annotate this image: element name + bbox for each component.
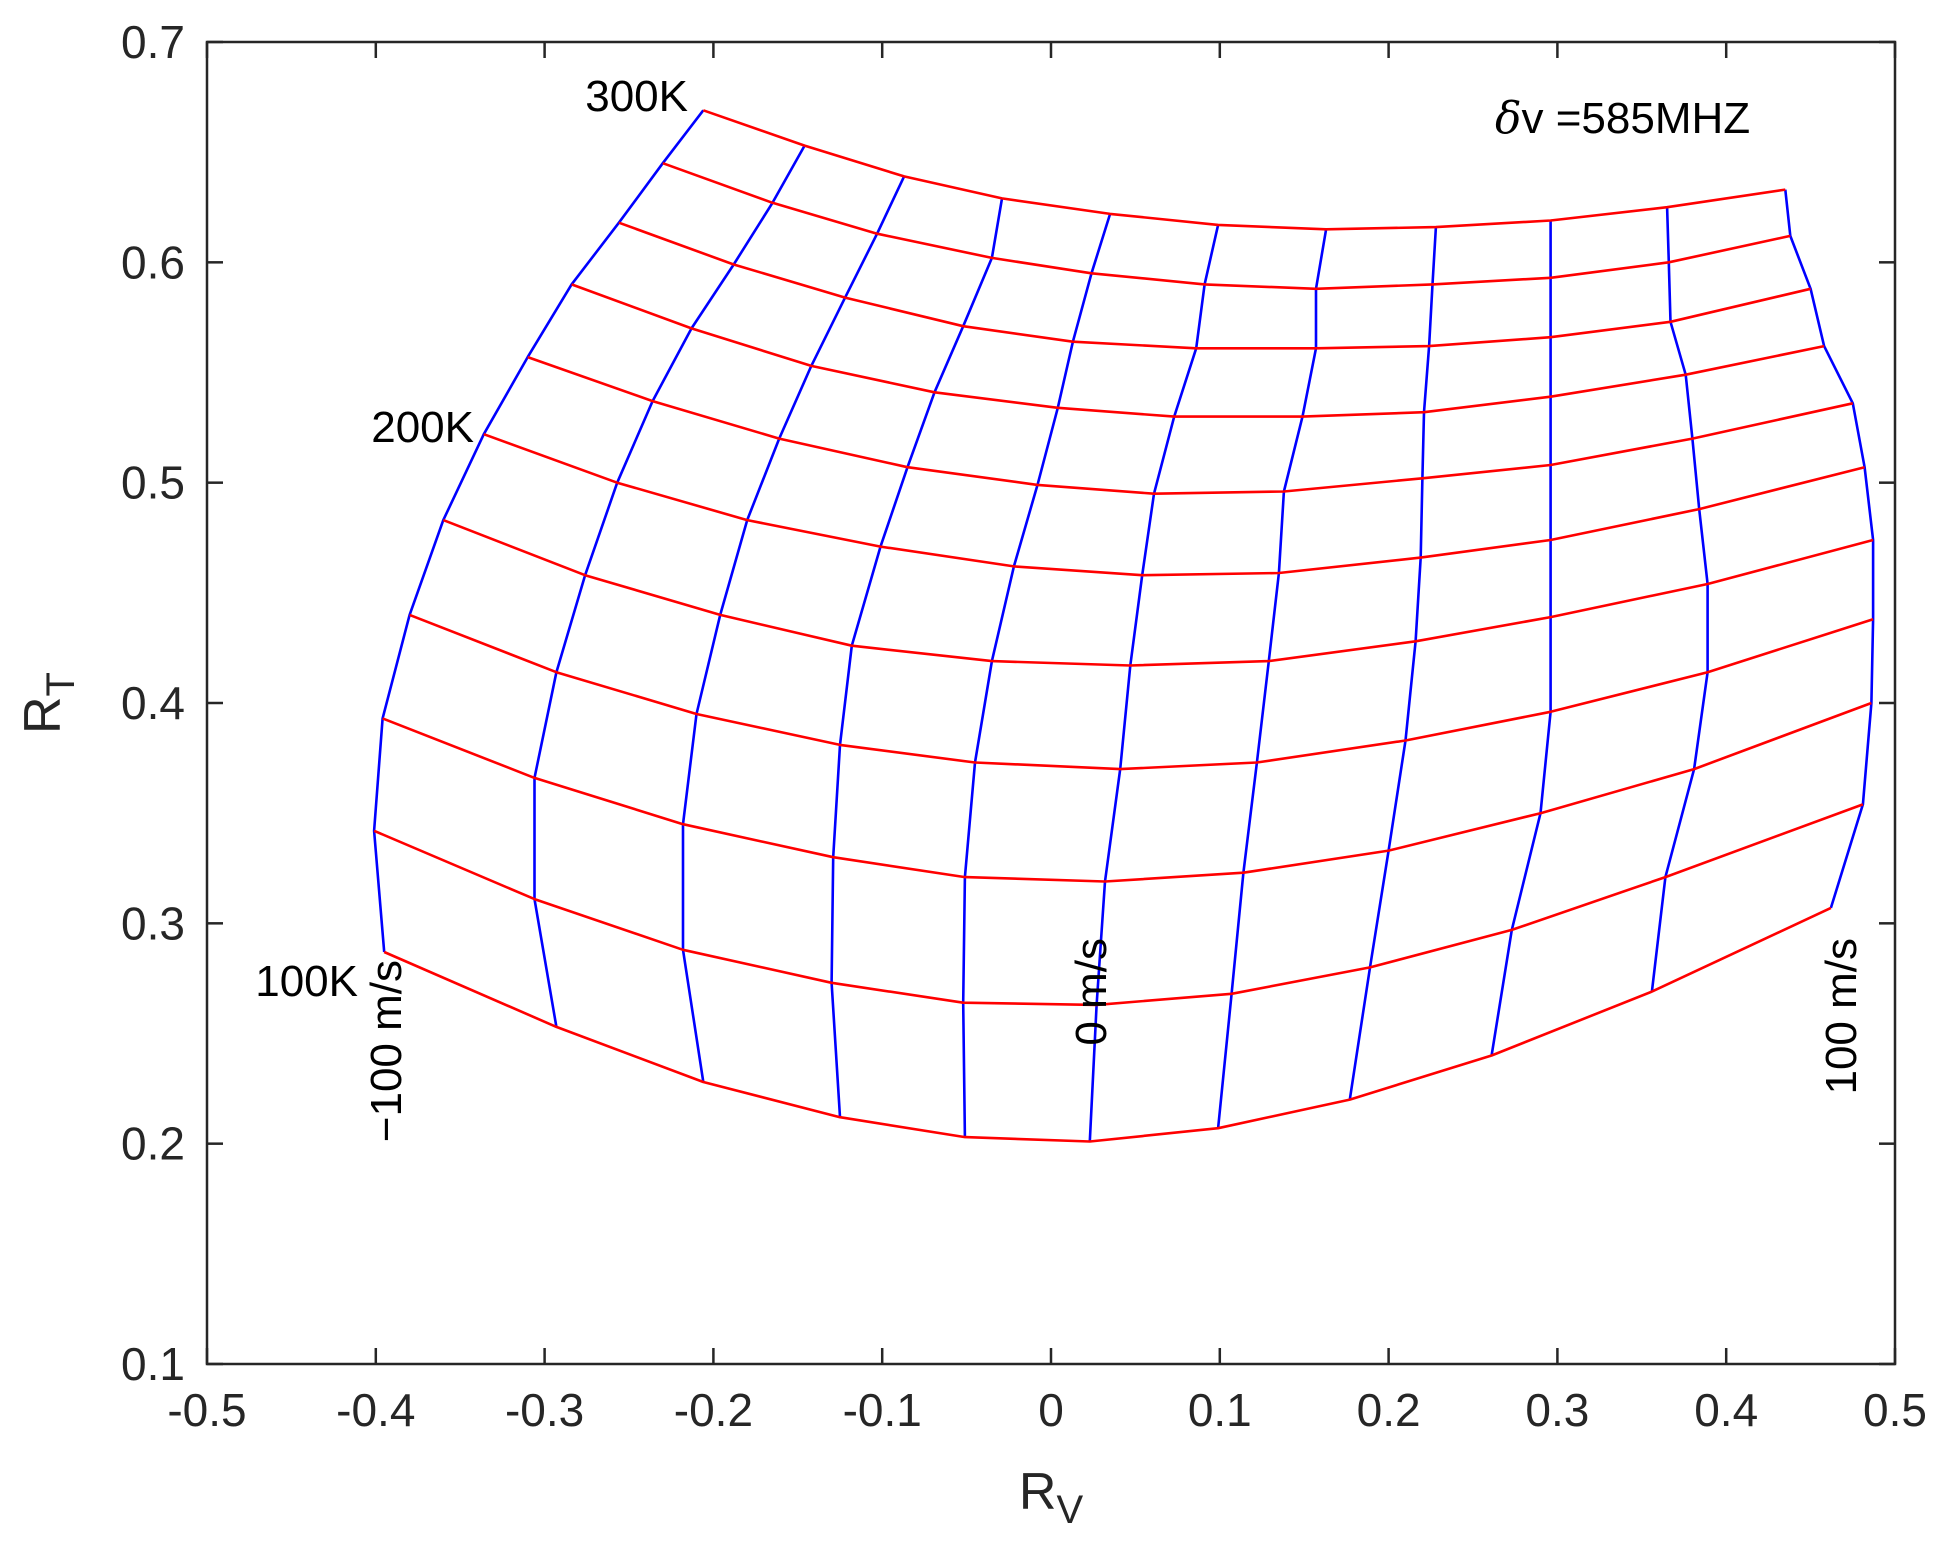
temperature-isoline — [373, 803, 1864, 1007]
x-tick-label: 0.5 — [1863, 1384, 1927, 1436]
x-tick-label: 0.2 — [1357, 1384, 1421, 1436]
temperature-isoline — [527, 355, 1854, 496]
x-tick-label: -0.4 — [336, 1384, 415, 1436]
temperature-isoline — [662, 161, 1791, 291]
x-tick-label: -0.5 — [167, 1384, 246, 1436]
x-tick-label: 0.4 — [1694, 1384, 1758, 1436]
frequency-annotation: δv =585MHZ — [1495, 93, 1750, 144]
frequency-text: v =585MHZ — [1522, 94, 1751, 143]
temperature-isoline — [409, 613, 1874, 771]
label-200K: 200K — [371, 403, 474, 452]
temperature-isoline — [383, 906, 1832, 1143]
x-axis-label-subscript: V — [1056, 1488, 1083, 1532]
label-0-ms: 0 m/s — [1067, 938, 1116, 1046]
temperature-isoline — [483, 432, 1865, 577]
temperature-isoline — [571, 283, 1825, 418]
x-tick-label: 0.3 — [1525, 1384, 1589, 1436]
label-300K: 300K — [585, 72, 688, 121]
temperature-isoline — [702, 109, 1786, 231]
label-100-ms: 100 m/s — [1817, 938, 1866, 1095]
y-tick-label: 0.2 — [121, 1118, 185, 1170]
delta-symbol: δ — [1495, 93, 1522, 144]
y-tick-label: 0.6 — [121, 236, 185, 288]
label-100K: 100K — [255, 957, 358, 1006]
x-tick-label: -0.1 — [843, 1384, 922, 1436]
y-tick-label: 0.5 — [121, 457, 185, 509]
x-tick-label: -0.3 — [505, 1384, 584, 1436]
y-tick-label: 0.1 — [121, 1338, 185, 1390]
label-minus-100-ms: −100 m/s — [362, 960, 411, 1142]
y-tick-label: 0.3 — [121, 897, 185, 949]
temperature-isoline — [382, 701, 1872, 883]
axis-ticks: -0.5 -0.4 -0.3 -0.2 -0.1 0 0.1 0.2 0.3 0.4 0.5 0.1 0… — [121, 16, 1927, 1436]
y-axis-label-subscript: T — [39, 672, 83, 696]
y-axis-label: RT — [14, 672, 83, 734]
x-tick-label: -0.2 — [674, 1384, 753, 1436]
temperature-isoline — [442, 518, 1874, 667]
y-tick-label: 0.4 — [121, 677, 185, 729]
temperature-isoline — [618, 221, 1811, 350]
x-tick-label: 0.1 — [1188, 1384, 1252, 1436]
y-axis-label-main: R — [14, 696, 72, 734]
y-tick-label: 0.7 — [121, 16, 185, 68]
x-tick-label: 0 — [1038, 1384, 1064, 1436]
x-axis-label-main: R — [1019, 1463, 1057, 1521]
x-axis-label: RV — [1019, 1463, 1084, 1532]
isoline-grid — [372, 109, 1875, 1143]
